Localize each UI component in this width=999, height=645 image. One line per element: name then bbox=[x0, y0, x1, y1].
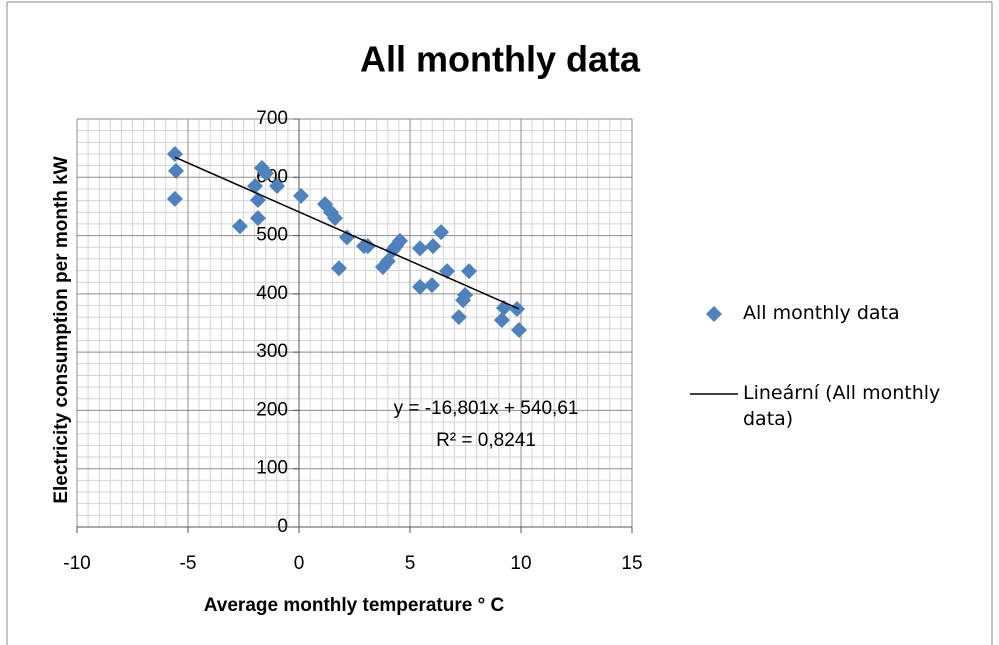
y-tick-label: 100 bbox=[256, 458, 288, 479]
point bbox=[166, 190, 183, 207]
legend-label: All monthly data bbox=[743, 302, 900, 324]
grid bbox=[76, 118, 633, 528]
point bbox=[249, 210, 266, 227]
y-tick-label: 200 bbox=[256, 399, 288, 420]
point bbox=[168, 162, 185, 179]
point bbox=[292, 187, 309, 204]
point bbox=[338, 229, 355, 246]
point bbox=[425, 238, 442, 255]
x-tick-label: 15 bbox=[621, 553, 642, 574]
legend-marker bbox=[706, 306, 722, 322]
legend-entry: All monthly data bbox=[743, 302, 900, 324]
point bbox=[166, 145, 183, 162]
point bbox=[379, 253, 396, 270]
annotation: R² = 0,8241 bbox=[436, 430, 536, 451]
y-axis-title: Electricity consumption per month kW bbox=[51, 156, 72, 503]
point bbox=[461, 263, 478, 280]
point bbox=[450, 309, 467, 326]
point bbox=[392, 232, 409, 249]
legend-label: Lineární (All monthly data) bbox=[743, 382, 941, 430]
point bbox=[359, 238, 376, 255]
point bbox=[411, 278, 428, 295]
x-tick-label: 0 bbox=[294, 553, 305, 574]
chart-title: All monthly data bbox=[360, 39, 641, 80]
point bbox=[509, 301, 526, 318]
point bbox=[423, 277, 440, 294]
annotation: y = -16,801x + 540,61 bbox=[394, 398, 579, 419]
y-tick-label: 400 bbox=[256, 283, 288, 304]
x-tick-label: -10 bbox=[63, 553, 90, 574]
y-tick-label: 700 bbox=[256, 108, 288, 129]
trendline bbox=[174, 156, 520, 310]
point bbox=[330, 260, 347, 277]
y-tick-label: 300 bbox=[256, 341, 288, 362]
x-tick-label: -5 bbox=[180, 553, 197, 574]
point bbox=[257, 165, 274, 182]
point bbox=[433, 224, 450, 241]
y-tick-label: 500 bbox=[256, 225, 288, 246]
point bbox=[457, 287, 474, 304]
point bbox=[511, 321, 528, 338]
point bbox=[269, 178, 286, 195]
point bbox=[326, 210, 343, 227]
point bbox=[231, 218, 248, 235]
x-tick-label: 10 bbox=[510, 553, 531, 574]
legend-entry: Lineární (All monthly data) bbox=[743, 382, 941, 430]
x-axis-title: Average monthly temperature ° C bbox=[204, 595, 505, 616]
x-tick-label: 5 bbox=[405, 553, 416, 574]
point bbox=[411, 240, 428, 257]
point bbox=[493, 312, 510, 329]
